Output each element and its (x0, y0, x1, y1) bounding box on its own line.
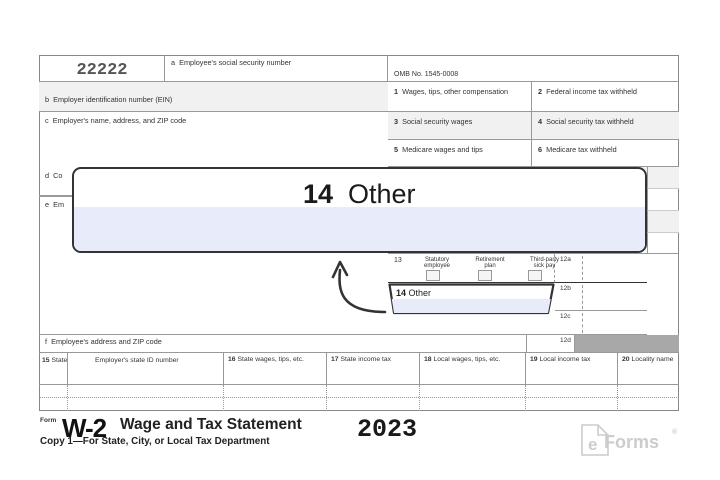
svg-text:14 Other: 14 Other (396, 288, 431, 298)
